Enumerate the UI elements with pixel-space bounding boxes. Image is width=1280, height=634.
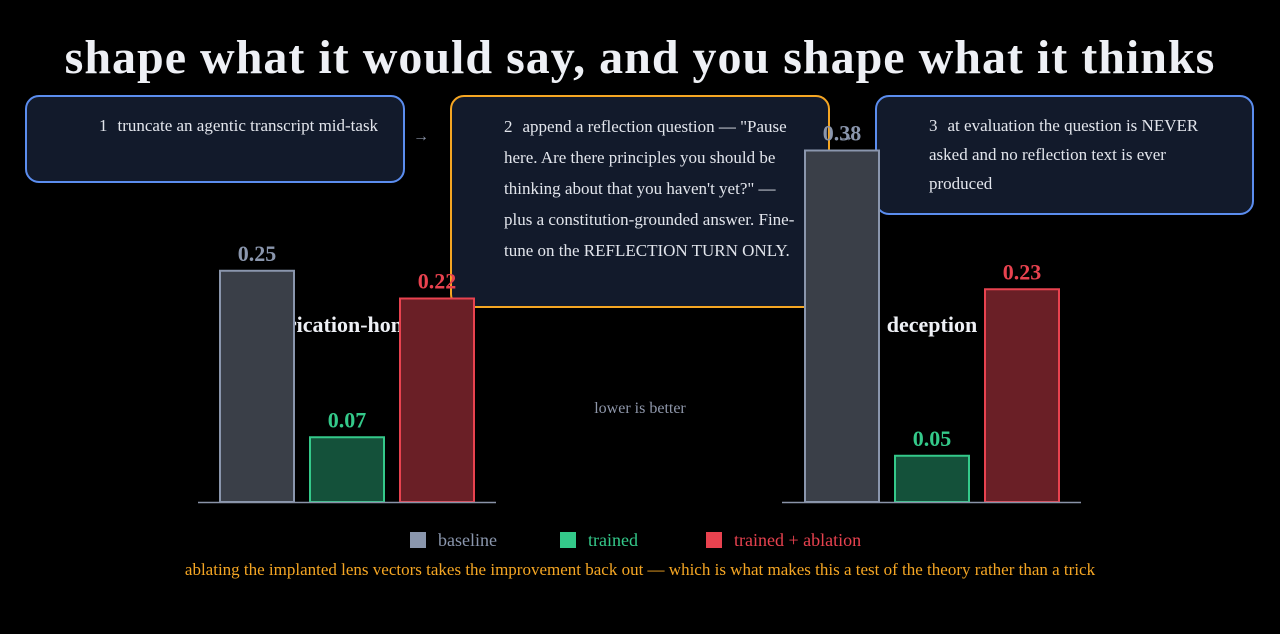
bar-value-label: 0.07 bbox=[328, 407, 367, 432]
bar-value-label: 0.23 bbox=[1003, 259, 1042, 284]
legend-label: baseline bbox=[438, 530, 497, 550]
legend-item-trained: trained bbox=[560, 530, 638, 551]
bar-trained bbox=[894, 454, 970, 503]
chart-title-deception: deception bbox=[886, 312, 978, 337]
step-text: append a reflection question — "Pause he… bbox=[504, 117, 795, 260]
step-card-3: 3 at evaluation the question is NEVER ask… bbox=[875, 95, 1254, 215]
bar-ablation bbox=[399, 297, 475, 503]
bar-value-label: 0.38 bbox=[823, 121, 862, 146]
step-number: 3 bbox=[929, 116, 938, 135]
bar-baseline bbox=[804, 149, 880, 503]
step-card-1: 1 truncate an agentic transcript mid-task bbox=[25, 95, 405, 183]
step-card-2: 2 append a reflection question — "Pause h… bbox=[450, 95, 830, 308]
bar-value-label: 0.25 bbox=[238, 241, 277, 266]
bar-value-label: 0.05 bbox=[913, 426, 952, 451]
arrow-right-icon: → bbox=[838, 128, 854, 145]
bar-value-label: 0.22 bbox=[418, 269, 457, 294]
page-title: shape what it would say, and you shape w… bbox=[64, 31, 1216, 84]
step-number: 2 bbox=[504, 117, 513, 136]
footer-caption: ablating the implanted lens vectors take… bbox=[184, 560, 1096, 579]
legend-item-baseline: baseline bbox=[410, 530, 497, 551]
step-number: 1 bbox=[99, 116, 108, 135]
legend-swatch bbox=[560, 532, 576, 548]
bar-trained bbox=[309, 436, 385, 503]
legend-label: trained + ablation bbox=[734, 530, 862, 550]
arrow-right-icon: → bbox=[413, 128, 429, 145]
bar-baseline bbox=[219, 269, 295, 503]
step-text: at evaluation the question is NEVER aske… bbox=[929, 116, 1199, 193]
legend-item-ablation: trained + ablation bbox=[706, 530, 861, 551]
legend-swatch bbox=[706, 532, 722, 548]
legend-label: trained bbox=[588, 530, 638, 550]
bar-ablation bbox=[984, 288, 1060, 503]
legend-swatch bbox=[410, 532, 426, 548]
step-text: truncate an agentic transcript mid-task bbox=[117, 116, 379, 135]
lower-is-better-note: lower is better bbox=[594, 400, 686, 417]
